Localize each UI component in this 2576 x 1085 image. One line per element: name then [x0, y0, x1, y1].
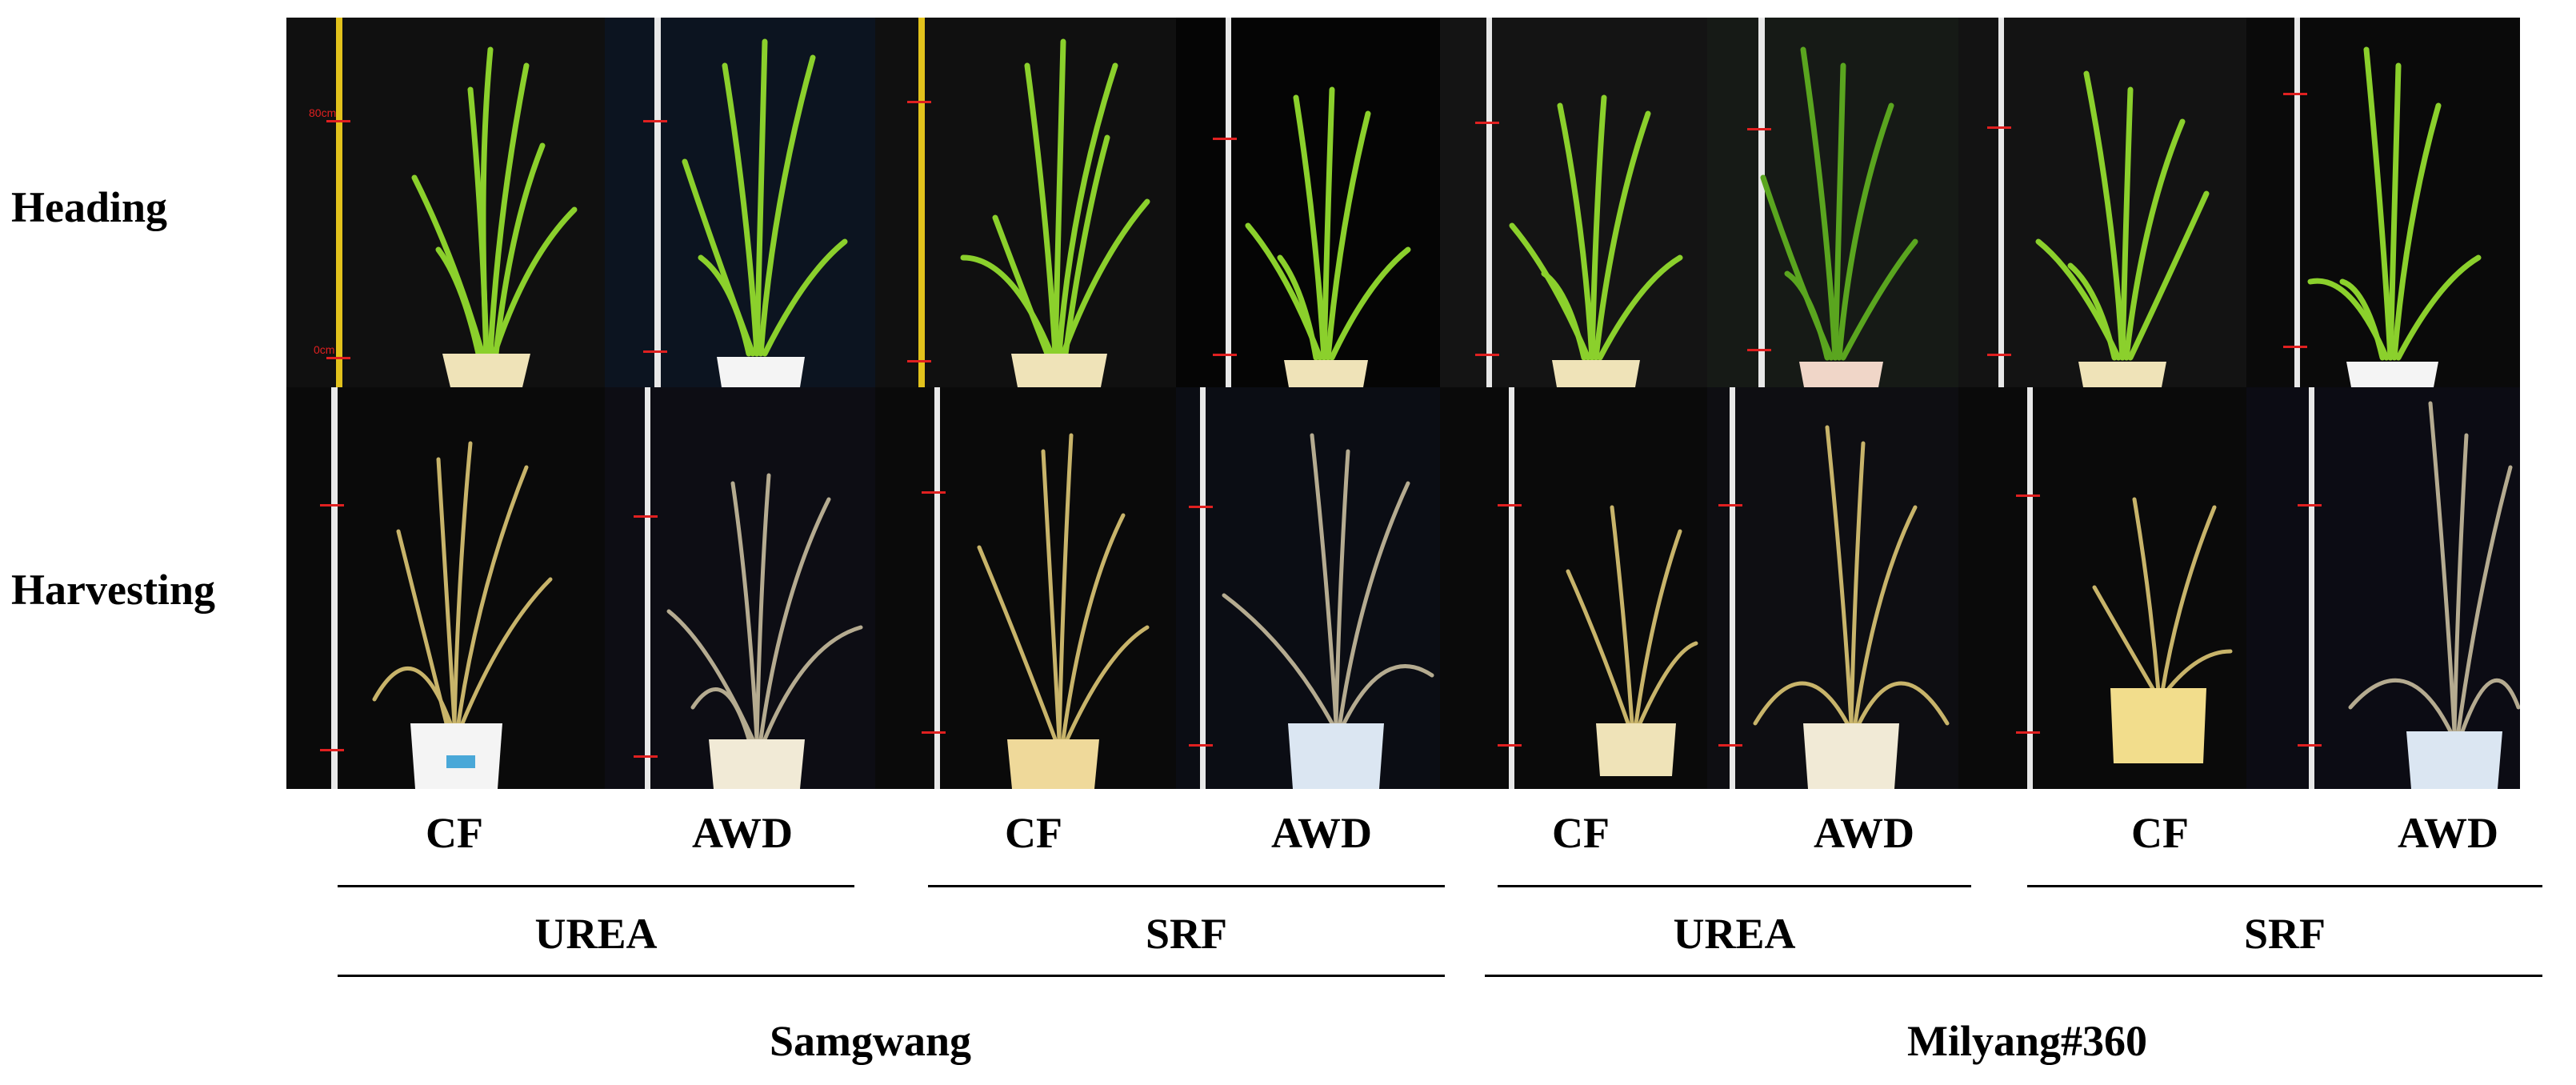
rice-plant-heading-image	[1440, 18, 1707, 387]
heading-photo-samgwang-urea-awd	[605, 18, 875, 387]
rice-plant-harvest-image	[286, 387, 605, 789]
label-cultivar-milyang360: Milyang#360	[1906, 1017, 2147, 1065]
harvest-photo-samgwang-srf-cf	[875, 387, 1176, 789]
fertilizer-group-line	[1498, 885, 1971, 887]
label-water-awd: AWD	[1270, 809, 1372, 857]
label-fertilizer-srf: SRF	[2243, 910, 2326, 958]
label-cultivar-samgwang: Samgwang	[769, 1017, 972, 1065]
cultivar-group-line	[1485, 975, 2542, 977]
harvest-photo-milyang-urea-awd	[1707, 387, 1958, 789]
label-water-cf: CF	[1552, 809, 1610, 857]
rice-plant-heading-image	[1176, 18, 1440, 387]
rice-plant-harvest-image	[605, 387, 875, 789]
heading-photo-samgwang-urea-cf: 80cm 0cm	[286, 18, 605, 387]
rice-plant-heading-image	[1958, 18, 2246, 387]
rice-plant-heading-image	[605, 18, 875, 387]
heading-photo-milyang-srf-awd	[2246, 18, 2520, 387]
cultivar-group-line	[338, 975, 1445, 977]
row-label-harvesting: Harvesting	[11, 566, 215, 614]
label-fertilizer-srf: SRF	[1145, 910, 1227, 958]
label-water-cf: CF	[2131, 809, 2189, 857]
harvest-photo-milyang-urea-cf	[1440, 387, 1707, 789]
fertilizer-group-line	[928, 885, 1445, 887]
rice-plant-heading-image: 80cm 0cm	[286, 18, 605, 387]
rice-plant-heading-image	[1707, 18, 1958, 387]
rice-plant-heading-image	[2246, 18, 2520, 387]
label-water-cf: CF	[1005, 809, 1062, 857]
label-fertilizer-urea: UREA	[1673, 910, 1796, 958]
scale-mark-bottom: 0cm	[314, 343, 334, 356]
rice-plant-harvest-image	[1707, 387, 1958, 789]
harvest-photo-milyang-srf-cf	[1958, 387, 2246, 789]
fertilizer-group-line	[2027, 885, 2542, 887]
label-fertilizer-urea: UREA	[534, 910, 658, 958]
heading-photo-milyang-urea-awd	[1707, 18, 1958, 387]
label-water-awd: AWD	[1813, 809, 1914, 857]
scale-mark-top: 80cm	[309, 106, 336, 119]
rice-plant-harvest-image	[875, 387, 1176, 789]
harvest-photo-milyang-srf-awd	[2246, 387, 2520, 789]
heading-photo-milyang-srf-cf	[1958, 18, 2246, 387]
heading-photo-samgwang-srf-cf	[875, 18, 1176, 387]
rice-plant-harvest-image	[1958, 387, 2246, 789]
harvest-photo-samgwang-srf-awd	[1176, 387, 1440, 789]
harvest-photo-samgwang-urea-cf	[286, 387, 605, 789]
rice-plant-harvest-image	[1440, 387, 1707, 789]
label-water-awd: AWD	[691, 809, 793, 857]
harvest-photo-samgwang-urea-awd	[605, 387, 875, 789]
label-water-awd: AWD	[2397, 809, 2498, 857]
heading-photo-milyang-urea-cf	[1440, 18, 1707, 387]
label-water-cf: CF	[426, 809, 483, 857]
fertilizer-group-line	[338, 885, 854, 887]
rice-plant-heading-image	[875, 18, 1176, 387]
rice-plant-harvest-image	[1176, 387, 1440, 789]
rice-plant-harvest-image	[2246, 387, 2520, 789]
heading-photo-samgwang-srf-awd	[1176, 18, 1440, 387]
row-label-heading: Heading	[11, 183, 168, 231]
